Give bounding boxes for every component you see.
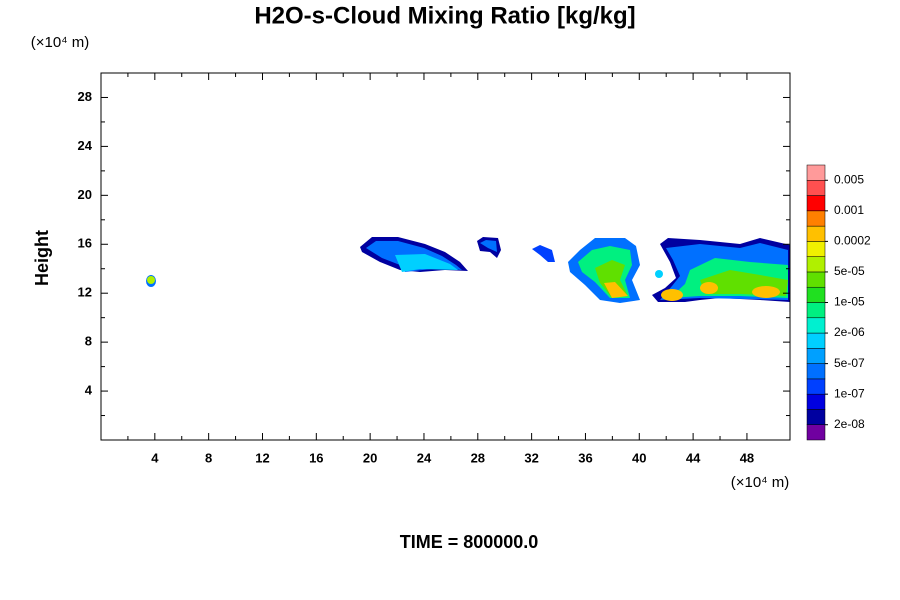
x-tick-label: 20 bbox=[363, 450, 377, 465]
cloud-region bbox=[661, 289, 683, 301]
chart-title: H2O-s-Cloud Mixing Ratio [kg/kg] bbox=[254, 2, 635, 29]
colorbar-label: 2e-08 bbox=[834, 417, 865, 431]
time-label: TIME = 800000.0 bbox=[400, 532, 539, 552]
x-tick-label: 48 bbox=[740, 450, 754, 465]
y-unit: (×10⁴ m) bbox=[31, 34, 90, 51]
x-tick-label: 16 bbox=[309, 450, 323, 465]
y-tick-label: 24 bbox=[78, 138, 93, 153]
colorbar-swatch bbox=[806, 378, 826, 395]
x-tick-label: 28 bbox=[471, 450, 485, 465]
colorbar-swatch bbox=[806, 409, 826, 425]
colorbar-swatch bbox=[806, 363, 826, 380]
y-tick-label: 8 bbox=[85, 334, 92, 349]
colorbar-label: 0.001 bbox=[834, 203, 864, 217]
colorbar-label: 5e-05 bbox=[834, 264, 865, 278]
colorbar-swatch bbox=[806, 424, 826, 441]
colorbar-swatch bbox=[806, 393, 826, 410]
cloud-region bbox=[480, 240, 497, 252]
y-axis-title: Height bbox=[32, 230, 52, 286]
colorbar-label: 2e-06 bbox=[834, 325, 865, 339]
x-tick-label: 32 bbox=[524, 450, 538, 465]
colorbar-swatch bbox=[806, 302, 826, 319]
y-tick-label: 16 bbox=[78, 236, 92, 251]
colorbar-swatch bbox=[806, 271, 826, 288]
x-tick-label: 36 bbox=[578, 450, 592, 465]
y-tick-label: 20 bbox=[78, 187, 92, 202]
colorbar-label: 1e-05 bbox=[834, 295, 865, 309]
colorbar-label: 1e-07 bbox=[834, 386, 865, 400]
y-tick-label: 12 bbox=[78, 285, 92, 300]
x-tick-label: 40 bbox=[632, 450, 646, 465]
cloud-region bbox=[655, 270, 663, 278]
x-tick-label: 4 bbox=[151, 450, 159, 465]
x-unit: (×10⁴ m) bbox=[731, 474, 790, 491]
cloud-region bbox=[752, 286, 780, 298]
cloud-region bbox=[532, 245, 555, 262]
colorbar-swatch bbox=[806, 241, 826, 257]
colorbar-swatch bbox=[806, 225, 826, 242]
y-tick-label: 28 bbox=[78, 89, 92, 104]
x-tick-label: 12 bbox=[255, 450, 269, 465]
colorbar-swatch bbox=[806, 256, 826, 273]
cloud-region bbox=[395, 254, 458, 272]
colorbar-swatch bbox=[806, 317, 826, 334]
cloud-region bbox=[147, 276, 155, 284]
colorbar-label: 5e-07 bbox=[834, 356, 865, 370]
colorbar-swatch bbox=[806, 348, 826, 364]
y-tick-label: 4 bbox=[85, 383, 93, 398]
x-tick-label: 24 bbox=[417, 450, 432, 465]
colorbar-swatch bbox=[806, 210, 826, 227]
colorbar-swatch bbox=[806, 332, 826, 349]
colorbar-swatch bbox=[806, 286, 826, 303]
cloud-region bbox=[604, 282, 628, 298]
colorbar-swatch bbox=[806, 195, 826, 212]
plot-frame bbox=[100, 72, 791, 441]
x-tick-label: 8 bbox=[205, 450, 212, 465]
colorbar-swatch bbox=[806, 164, 826, 181]
colorbar-swatch bbox=[806, 180, 826, 196]
x-tick-label: 44 bbox=[686, 450, 701, 465]
cloud-region bbox=[700, 282, 718, 294]
contour-field bbox=[146, 237, 790, 303]
colorbar-label: 0.005 bbox=[834, 172, 864, 186]
colorbar-label: 0.0002 bbox=[834, 234, 871, 248]
